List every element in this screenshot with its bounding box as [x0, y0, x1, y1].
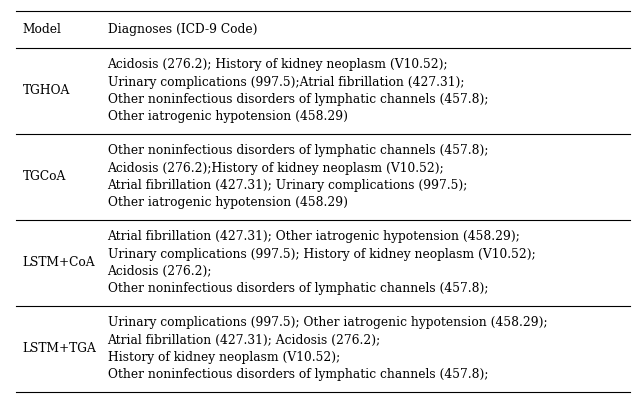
Text: Urinary complications (997.5);Atrial fibrillation (427.31);: Urinary complications (997.5);Atrial fib…: [108, 75, 464, 89]
Text: Atrial fibrillation (427.31); Urinary complications (997.5);: Atrial fibrillation (427.31); Urinary co…: [108, 179, 468, 192]
Text: Atrial fibrillation (427.31); Acidosis (276.2);: Atrial fibrillation (427.31); Acidosis (…: [108, 334, 381, 347]
Text: Acidosis (276.2);History of kidney neoplasm (V10.52);: Acidosis (276.2);History of kidney neopl…: [108, 162, 444, 175]
Text: TGHOA: TGHOA: [22, 84, 70, 97]
Text: LSTM+TGA: LSTM+TGA: [22, 342, 96, 355]
Text: Urinary complications (997.5); History of kidney neoplasm (V10.52);: Urinary complications (997.5); History o…: [108, 248, 535, 261]
Text: Other iatrogenic hypotension (458.29): Other iatrogenic hypotension (458.29): [108, 110, 348, 123]
Text: History of kidney neoplasm (V10.52);: History of kidney neoplasm (V10.52);: [108, 351, 340, 364]
Text: Other noninfectious disorders of lymphatic channels (457.8);: Other noninfectious disorders of lymphat…: [108, 282, 488, 295]
Text: Other noninfectious disorders of lymphatic channels (457.8);: Other noninfectious disorders of lymphat…: [108, 144, 488, 157]
Text: Model: Model: [22, 23, 61, 36]
Text: Urinary complications (997.5); Other iatrogenic hypotension (458.29);: Urinary complications (997.5); Other iat…: [108, 316, 547, 330]
Text: Acidosis (276.2);: Acidosis (276.2);: [108, 265, 212, 278]
Text: Other noninfectious disorders of lymphatic channels (457.8);: Other noninfectious disorders of lymphat…: [108, 93, 488, 106]
Text: Other noninfectious disorders of lymphatic channels (457.8);: Other noninfectious disorders of lymphat…: [108, 368, 488, 381]
Text: Atrial fibrillation (427.31); Other iatrogenic hypotension (458.29);: Atrial fibrillation (427.31); Other iatr…: [108, 230, 520, 243]
Text: Diagnoses (ICD-9 Code): Diagnoses (ICD-9 Code): [108, 23, 257, 36]
Text: TGCoA: TGCoA: [22, 170, 66, 183]
Text: Other iatrogenic hypotension (458.29): Other iatrogenic hypotension (458.29): [108, 196, 348, 209]
Text: LSTM+CoA: LSTM+CoA: [22, 256, 95, 269]
Text: Acidosis (276.2); History of kidney neoplasm (V10.52);: Acidosis (276.2); History of kidney neop…: [108, 58, 448, 71]
